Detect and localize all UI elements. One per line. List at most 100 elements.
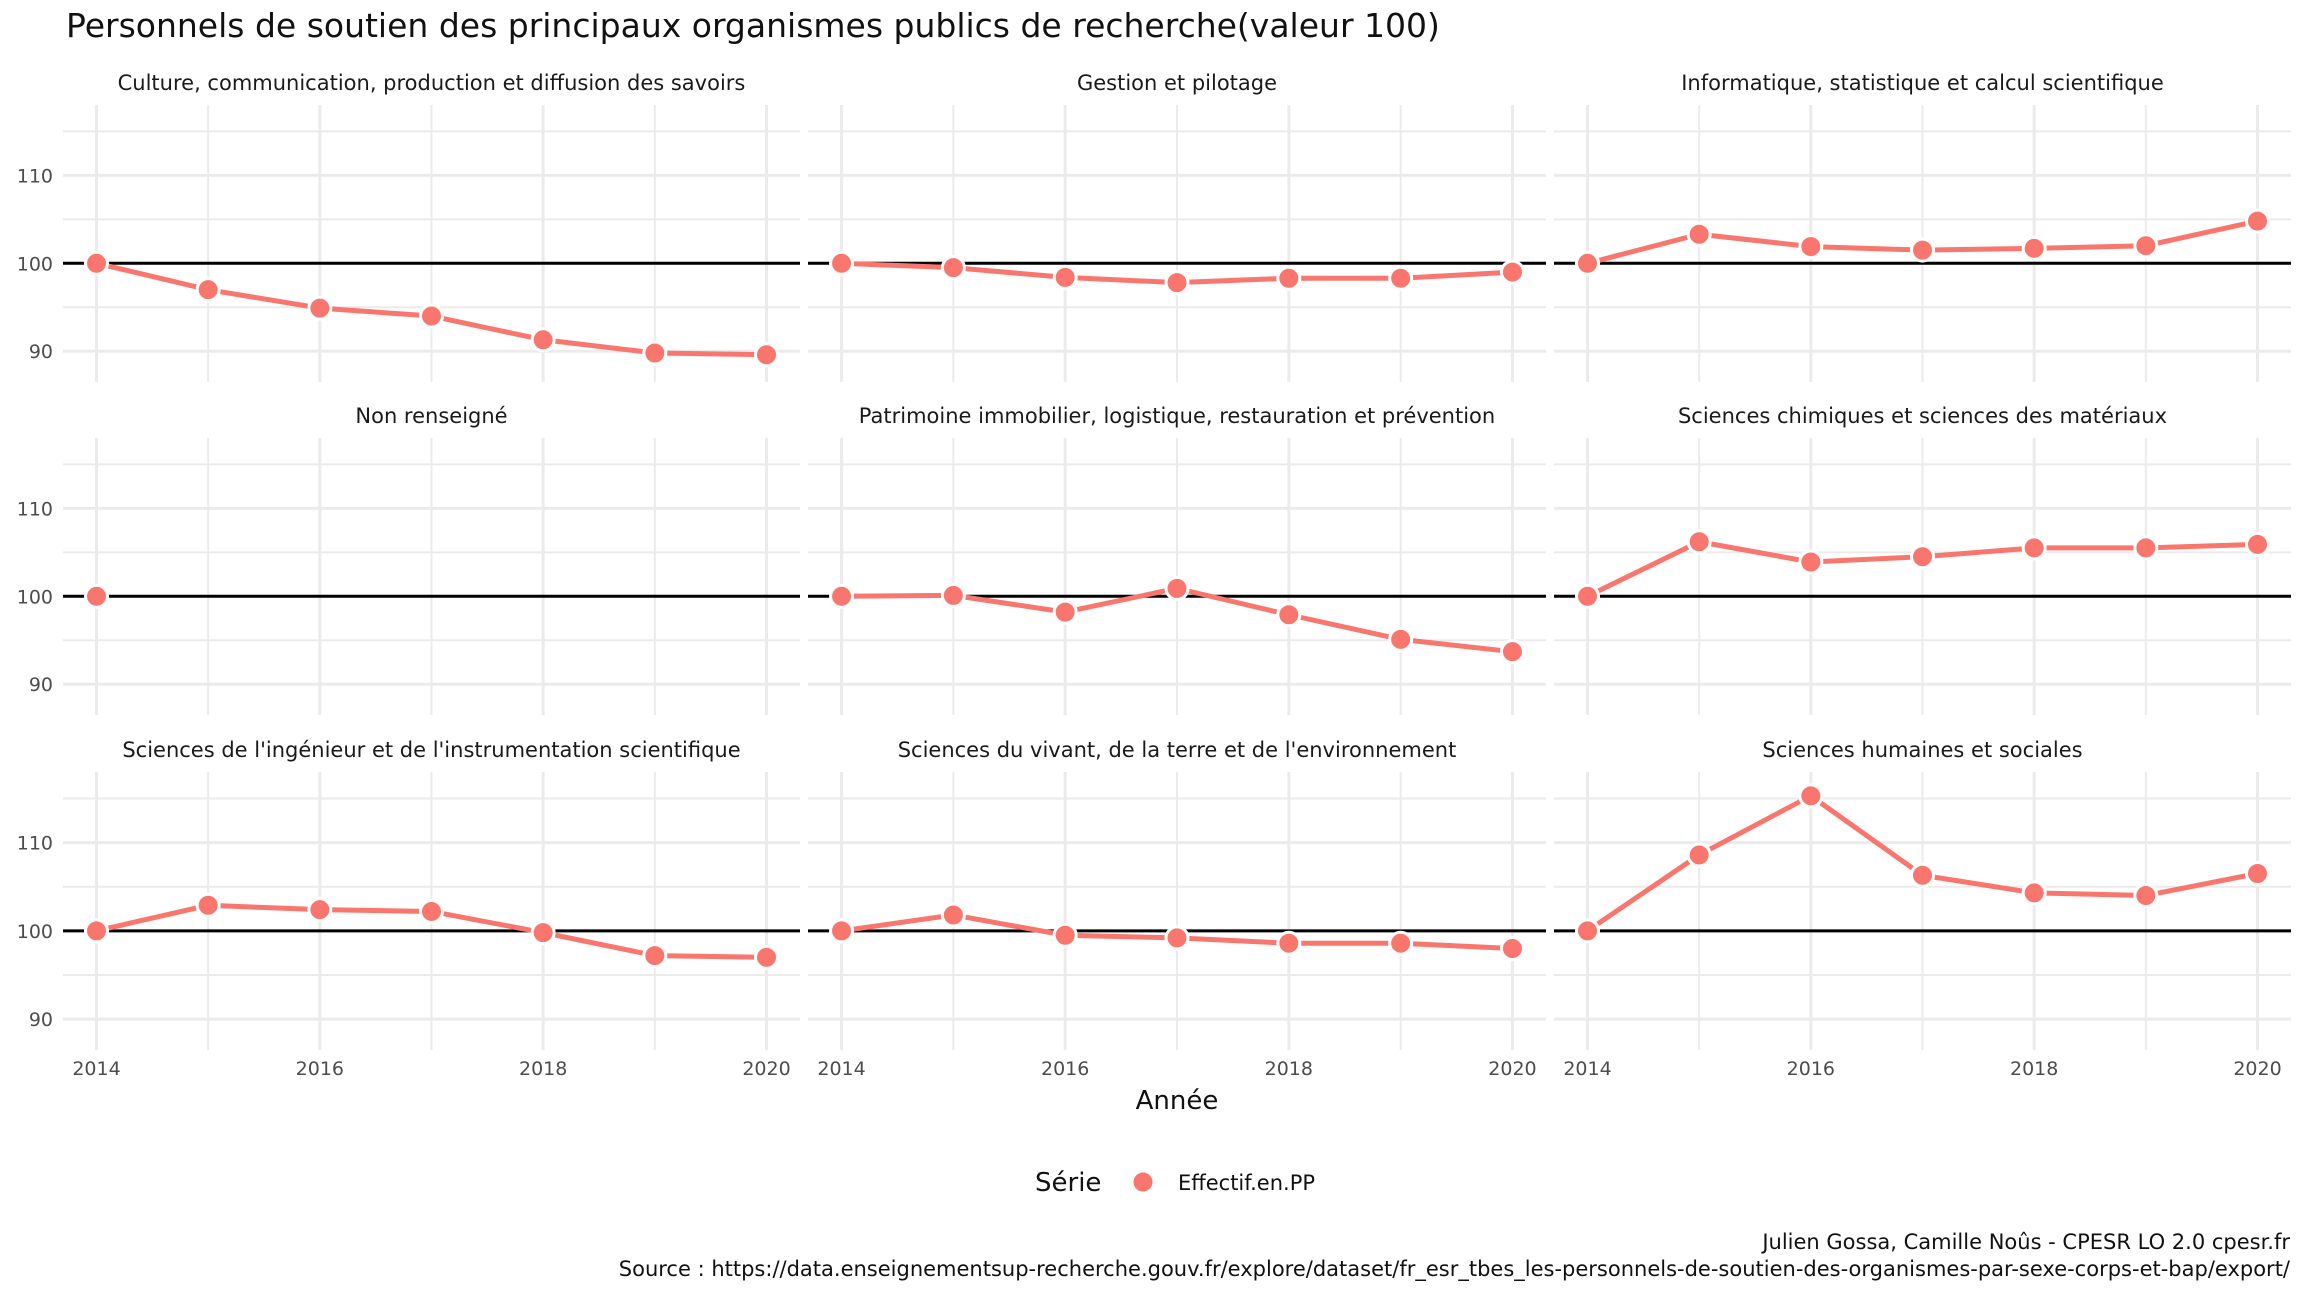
data-point (84, 918, 109, 944)
legend-entry-label: Effectif.en.PP (1178, 1171, 1315, 1195)
x-tick-label: 2018 (1265, 1058, 1313, 1080)
data-point (84, 250, 109, 276)
data-point (1164, 575, 1190, 601)
data-point (419, 898, 444, 924)
y-tick-label: 100 (17, 586, 53, 608)
data-point (1575, 583, 1600, 609)
facet-title: Sciences du vivant, de la terre et de l'… (898, 738, 1457, 762)
data-point (642, 340, 668, 366)
x-tick-label: 2020 (2233, 1058, 2281, 1080)
data-point (829, 583, 855, 609)
facet-panel: Patrimoine immobilier, logistique, resta… (808, 404, 1546, 715)
x-axis-label: Année (1136, 1086, 1219, 1116)
data-point (2133, 233, 2159, 259)
data-point (940, 255, 966, 281)
legend: Série Effectif.en.PP (1035, 1168, 1315, 1198)
data-point (530, 327, 556, 353)
x-tick-label: 2014 (72, 1058, 120, 1080)
x-tick-label: 2020 (1488, 1058, 1536, 1080)
x-tick-label: 2018 (519, 1058, 567, 1080)
facet-title: Patrimoine immobilier, logistique, resta… (859, 404, 1495, 428)
data-point (940, 902, 966, 928)
data-point (307, 897, 333, 923)
facet-panel: Non renseigné 90 100 110 (17, 404, 800, 715)
x-tick-label: 2014 (817, 1058, 865, 1080)
x-tick-label: 2016 (1041, 1058, 1089, 1080)
data-point (1686, 221, 1712, 247)
data-point (754, 342, 779, 368)
data-point (1499, 259, 1525, 285)
caption-authors: Julien Gossa, Camille Noûs - CPESR LO 2.… (1762, 1230, 2290, 1254)
facet-title: Informatique, statistique et calcul scie… (1681, 71, 2164, 95)
data-point (195, 892, 221, 918)
y-tick-label: 110 (17, 165, 53, 187)
data-point (1910, 237, 1935, 263)
data-point (1276, 930, 1302, 956)
data-point (84, 583, 109, 609)
x-tick-label: 2020 (742, 1058, 790, 1080)
facet-title: Sciences humaines et sociales (1762, 738, 2082, 762)
caption-source: Source : https://data.enseignementsup-re… (618, 1257, 2290, 1281)
data-point (1798, 783, 1824, 809)
data-point (1910, 544, 1935, 570)
x-tick-label: 2016 (1787, 1058, 1835, 1080)
data-point (2021, 235, 2047, 261)
y-tick-label: 90 (29, 1009, 53, 1031)
x-tick-label: 2018 (2010, 1058, 2058, 1080)
data-point (642, 943, 668, 969)
data-point (2021, 880, 2047, 906)
x-tick-label: 2016 (296, 1058, 344, 1080)
data-point (195, 277, 221, 303)
data-point (2245, 208, 2270, 234)
y-tick-label: 90 (29, 674, 53, 696)
data-point (1164, 925, 1190, 951)
data-point (307, 295, 333, 321)
data-point (2133, 883, 2159, 909)
facet-title: Non renseigné (355, 404, 507, 428)
x-tick-label: 2014 (1563, 1058, 1611, 1080)
data-point (1388, 265, 1414, 291)
data-point (1798, 549, 1824, 575)
facet-panel: Culture, communication, production et di… (17, 71, 800, 382)
data-point (1052, 599, 1078, 625)
legend-title: Série (1035, 1168, 1101, 1198)
y-tick-label: 100 (17, 253, 53, 275)
data-point (2133, 535, 2159, 561)
data-point (1575, 918, 1600, 944)
y-tick-label: 90 (29, 341, 53, 363)
legend-key-marker (1130, 1169, 1156, 1195)
facet-panel: Gestion et pilotage (808, 71, 1546, 382)
data-point (829, 250, 855, 276)
chart-title: Personnels de soutien des principaux org… (66, 6, 1440, 45)
y-tick-label: 110 (17, 833, 53, 855)
facet-panel: Sciences de l'ingénieur et de l'instrume… (17, 738, 800, 1080)
data-point (829, 918, 855, 944)
facet-title: Sciences de l'ingénieur et de l'instrume… (122, 738, 740, 762)
data-point (1164, 270, 1190, 296)
y-tick-label: 100 (17, 921, 53, 943)
data-point (1276, 602, 1302, 628)
data-point (1686, 529, 1712, 555)
data-point (2245, 531, 2270, 557)
facet-panel: Sciences du vivant, de la terre et de l'… (808, 738, 1546, 1080)
data-point (1798, 234, 1824, 260)
y-tick-label: 110 (17, 498, 53, 520)
data-point (1910, 862, 1935, 888)
facet-title: Sciences chimiques et sciences des matér… (1678, 404, 2167, 428)
data-point (1052, 922, 1078, 948)
data-point (1052, 264, 1078, 290)
data-point (2245, 860, 2270, 886)
data-point (940, 582, 966, 608)
data-point (754, 944, 779, 970)
facet-title: Culture, communication, production et di… (118, 71, 746, 95)
facet-title: Gestion et pilotage (1077, 71, 1277, 95)
data-point (1276, 265, 1302, 291)
data-point (1388, 930, 1414, 956)
data-point (1499, 936, 1525, 962)
data-point (1499, 639, 1525, 665)
data-point (530, 920, 556, 946)
data-point (1388, 626, 1414, 652)
data-point (1575, 250, 1600, 276)
